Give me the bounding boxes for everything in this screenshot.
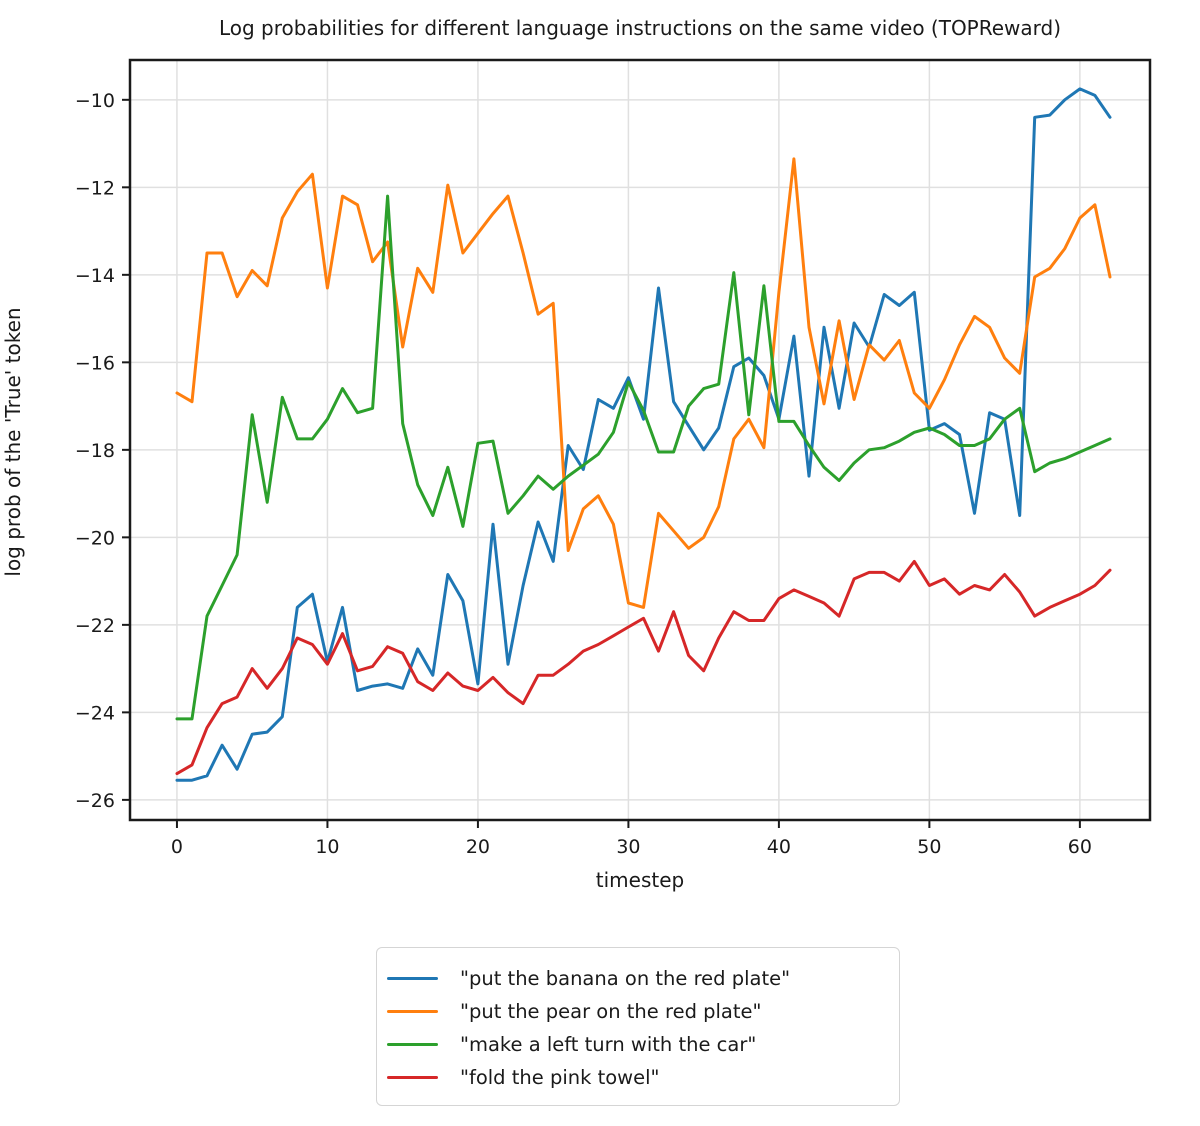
x-tick-label: 10: [315, 836, 339, 858]
legend-label: "put the banana on the red plate": [460, 967, 791, 990]
legend-label: "put the pear on the red plate": [460, 1000, 762, 1023]
series-line-1: [175, 157, 1112, 609]
legend-item: "fold the pink towel": [387, 1061, 899, 1094]
series-line-0: [175, 87, 1112, 782]
plot-area: 0 10 20 30 40 50 60 −10 −12 −14 −16 −18 −20 −22 −24 −26: [75, 58, 1152, 858]
x-axis-label: timestep: [595, 868, 685, 892]
legend-label: "make a left turn with the car": [460, 1033, 757, 1056]
y-tick-label: −20: [75, 527, 115, 549]
y-tick-label: −18: [75, 440, 115, 462]
legend-item: "put the pear on the red plate": [387, 995, 899, 1028]
y-tick-label: −26: [75, 790, 115, 812]
plot-spines: [128, 58, 1152, 822]
legend: "put the banana on the red plate" "put t…: [376, 947, 900, 1106]
x-tick-label: 0: [171, 836, 183, 858]
y-tick-label: −14: [75, 265, 115, 287]
series-line-2: [175, 194, 1112, 721]
legend-swatch-red: [387, 1075, 438, 1080]
legend-item: "make a left turn with the car": [387, 1028, 899, 1061]
y-tick-label: −24: [75, 702, 115, 724]
y-tick-label: −12: [75, 177, 115, 199]
y-tick-label: −22: [75, 615, 115, 637]
y-tick-label: −16: [75, 352, 115, 374]
legend-swatch-orange: [387, 1009, 438, 1014]
x-tick-label: 30: [616, 836, 640, 858]
legend-swatch-green: [387, 1042, 438, 1047]
legend-label: "fold the pink towel": [460, 1066, 660, 1089]
legend-swatch-blue: [387, 976, 438, 981]
x-tick-label: 50: [917, 836, 941, 858]
series-line-3: [175, 559, 1112, 776]
x-tick-label: 40: [767, 836, 791, 858]
legend-item: "put the banana on the red plate": [387, 962, 899, 995]
y-tick-label: −10: [75, 90, 115, 112]
x-tick-label: 20: [466, 836, 490, 858]
chart-title: Log probabilities for different language…: [218, 16, 1062, 40]
x-tick-label: 60: [1068, 836, 1092, 858]
